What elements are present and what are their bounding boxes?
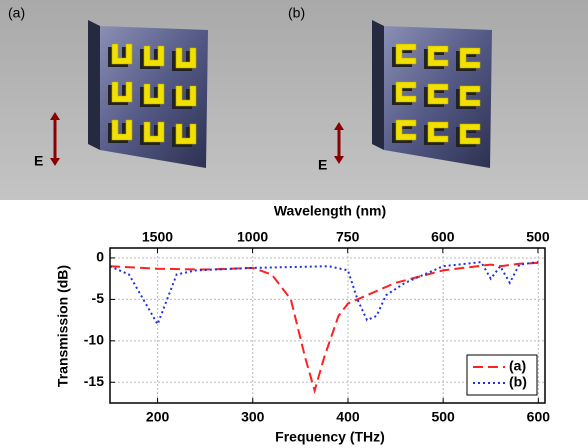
arrow-head — [50, 112, 60, 120]
ring — [111, 119, 133, 141]
ring — [395, 81, 417, 103]
panel-label: (a) — [8, 5, 25, 21]
ring — [427, 83, 449, 105]
arrow-head — [334, 156, 344, 164]
legend-label: (b) — [509, 374, 527, 390]
x2-tick-label: 1000 — [237, 229, 268, 245]
legend-label: (a) — [509, 358, 526, 374]
ring — [143, 45, 165, 67]
x2-tick-label: 600 — [431, 229, 455, 245]
ring — [143, 83, 165, 105]
x2-tick-label: 750 — [336, 229, 360, 245]
ring — [111, 43, 133, 65]
x-tick-label: 300 — [241, 409, 265, 425]
y-tick-label: -10 — [84, 332, 104, 348]
ring — [459, 85, 481, 107]
legend-box — [466, 354, 538, 396]
x-tick-label: 400 — [336, 409, 360, 425]
y-tick-label: 0 — [96, 249, 104, 265]
ring — [175, 47, 197, 69]
arrow-head — [50, 158, 60, 166]
ring — [143, 121, 165, 143]
plot-frame — [109, 247, 546, 404]
series-line — [110, 261, 539, 327]
x-tick-label: 500 — [431, 409, 455, 425]
ring — [395, 43, 417, 65]
ring — [427, 45, 449, 67]
slab-side — [372, 20, 384, 150]
renders — [50, 20, 492, 168]
ring — [459, 47, 481, 69]
plot: 200 300 400 500 600 0 -5 -10 -15 1500 1000 750 600 50… — [84, 229, 550, 425]
y-tick-label: -5 — [92, 290, 105, 306]
series-line — [110, 261, 539, 395]
x2-axis-title: Wavelength (nm) — [274, 203, 386, 219]
ring — [459, 123, 481, 145]
y-tick-label: -15 — [84, 373, 104, 389]
x2-tick-label: 1500 — [142, 229, 173, 245]
field-label: E — [34, 153, 43, 169]
field-label: E — [318, 157, 327, 173]
x-tick-label: 200 — [146, 409, 170, 425]
ring — [175, 85, 197, 107]
ring — [427, 121, 449, 143]
x-tick-label: 600 — [527, 409, 551, 425]
slab-side — [88, 20, 100, 150]
ring — [395, 119, 417, 141]
ring — [111, 81, 133, 103]
x2-tick-label: 500 — [526, 229, 550, 245]
ring — [175, 123, 197, 145]
arrow-head — [334, 122, 344, 130]
x-axis-title: Frequency (THz) — [275, 429, 385, 445]
panel-label: (b) — [288, 5, 305, 21]
y-axis-title: Transmission (dB) — [55, 265, 71, 387]
